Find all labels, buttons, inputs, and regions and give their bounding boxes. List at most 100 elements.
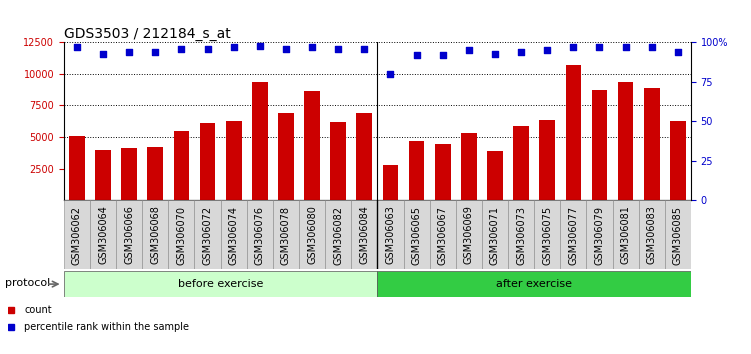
Bar (613, 200, 638, 269)
Bar (430, 200, 456, 269)
Point (123, 49, 135, 55)
Text: GSM306079: GSM306079 (595, 206, 605, 264)
Text: GSM306072: GSM306072 (203, 206, 213, 265)
Bar (168, 200, 195, 269)
Bar (670, 121, 686, 200)
Bar (195, 200, 221, 269)
Text: GSM306074: GSM306074 (228, 206, 239, 264)
Bar (378, 200, 403, 269)
Bar (618, 81, 633, 200)
Bar (587, 200, 613, 269)
Text: GSM306081: GSM306081 (620, 206, 631, 264)
Text: GSM306062: GSM306062 (72, 206, 82, 264)
Text: GSM306076: GSM306076 (255, 206, 265, 264)
Text: GSM306066: GSM306066 (124, 206, 134, 264)
Bar (64, 200, 90, 269)
Bar (435, 144, 451, 200)
Text: GSM306075: GSM306075 (542, 206, 552, 265)
Bar (64, 271, 378, 297)
Text: GSM306077: GSM306077 (569, 206, 578, 265)
Bar (304, 91, 320, 200)
Text: GSM306084: GSM306084 (359, 206, 369, 264)
Point (541, 47, 553, 53)
Bar (116, 200, 142, 269)
Point (97, 51, 109, 56)
Point (515, 49, 527, 55)
Bar (592, 90, 608, 200)
Text: GSM306068: GSM306068 (150, 206, 160, 264)
Point (306, 44, 318, 50)
Bar (200, 122, 216, 200)
Bar (487, 151, 503, 200)
Bar (273, 200, 299, 269)
Point (228, 44, 240, 50)
Point (71, 44, 83, 50)
Text: GSM306085: GSM306085 (673, 206, 683, 264)
Bar (382, 165, 398, 200)
Point (593, 44, 605, 50)
Bar (325, 200, 351, 269)
Point (411, 52, 423, 58)
Text: GSM306069: GSM306069 (464, 206, 474, 264)
Bar (560, 200, 587, 269)
Point (646, 44, 658, 50)
Point (489, 51, 501, 56)
Point (254, 43, 266, 48)
Bar (147, 147, 163, 200)
Bar (638, 200, 665, 269)
Bar (461, 133, 477, 200)
Point (149, 49, 161, 55)
Text: GSM306073: GSM306073 (516, 206, 526, 264)
Bar (299, 200, 325, 269)
Bar (665, 200, 691, 269)
Text: after exercise: after exercise (496, 279, 572, 289)
Bar (508, 200, 534, 269)
Text: GSM306083: GSM306083 (647, 206, 656, 264)
Point (567, 44, 579, 50)
Point (280, 46, 292, 52)
Text: GDS3503 / 212184_s_at: GDS3503 / 212184_s_at (64, 28, 231, 41)
Text: GSM306071: GSM306071 (490, 206, 500, 264)
Text: before exercise: before exercise (178, 279, 264, 289)
Bar (247, 200, 273, 269)
Point (436, 52, 448, 58)
Bar (357, 113, 372, 200)
Bar (90, 200, 116, 269)
Bar (226, 121, 242, 200)
Text: percentile rank within the sample: percentile rank within the sample (24, 322, 189, 332)
Bar (456, 200, 482, 269)
Bar (252, 81, 267, 200)
Point (672, 49, 684, 55)
Text: GSM306067: GSM306067 (438, 206, 448, 264)
Bar (513, 126, 529, 200)
Text: GSM306064: GSM306064 (98, 206, 108, 264)
Point (176, 46, 188, 52)
Bar (122, 148, 137, 200)
Bar (403, 200, 430, 269)
Text: count: count (24, 305, 52, 315)
Text: GSM306080: GSM306080 (307, 206, 317, 264)
Bar (69, 136, 85, 200)
Bar (95, 150, 111, 200)
Bar (539, 120, 555, 200)
Bar (482, 200, 508, 269)
Point (620, 44, 632, 50)
Bar (142, 200, 168, 269)
Bar (644, 88, 659, 200)
Text: GSM306065: GSM306065 (412, 206, 421, 264)
Bar (534, 200, 560, 269)
Bar (221, 200, 247, 269)
Point (358, 46, 370, 52)
Point (385, 71, 397, 77)
Point (463, 47, 475, 53)
Bar (409, 141, 424, 200)
Bar (351, 200, 378, 269)
Text: protocol: protocol (5, 278, 50, 288)
Text: GSM306070: GSM306070 (176, 206, 186, 264)
Bar (330, 122, 346, 200)
Bar (566, 65, 581, 200)
Point (201, 46, 213, 52)
Bar (278, 113, 294, 200)
Text: GSM306078: GSM306078 (281, 206, 291, 264)
Bar (378, 271, 691, 297)
